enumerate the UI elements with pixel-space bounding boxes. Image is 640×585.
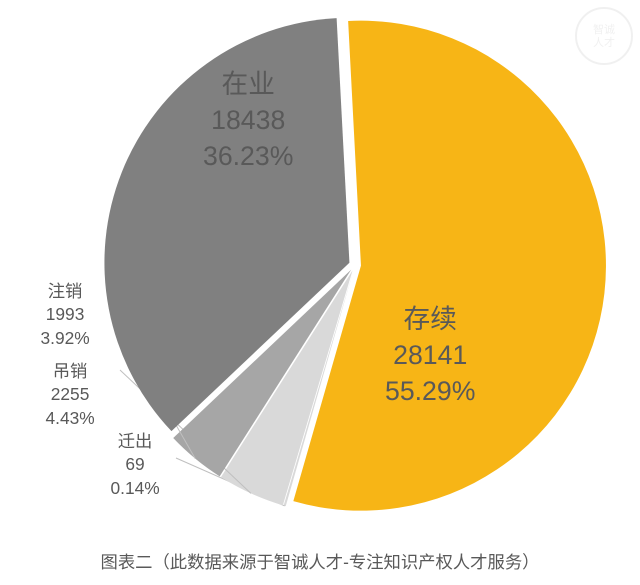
pie-svg bbox=[0, 0, 640, 540]
pie-chart: 存续2814155.29%迁出690.14%吊销22554.43%注销19933… bbox=[0, 0, 640, 540]
chart-caption: 图表二（此数据来源于智诚人才-专注知识产权人才服务） bbox=[0, 548, 640, 573]
